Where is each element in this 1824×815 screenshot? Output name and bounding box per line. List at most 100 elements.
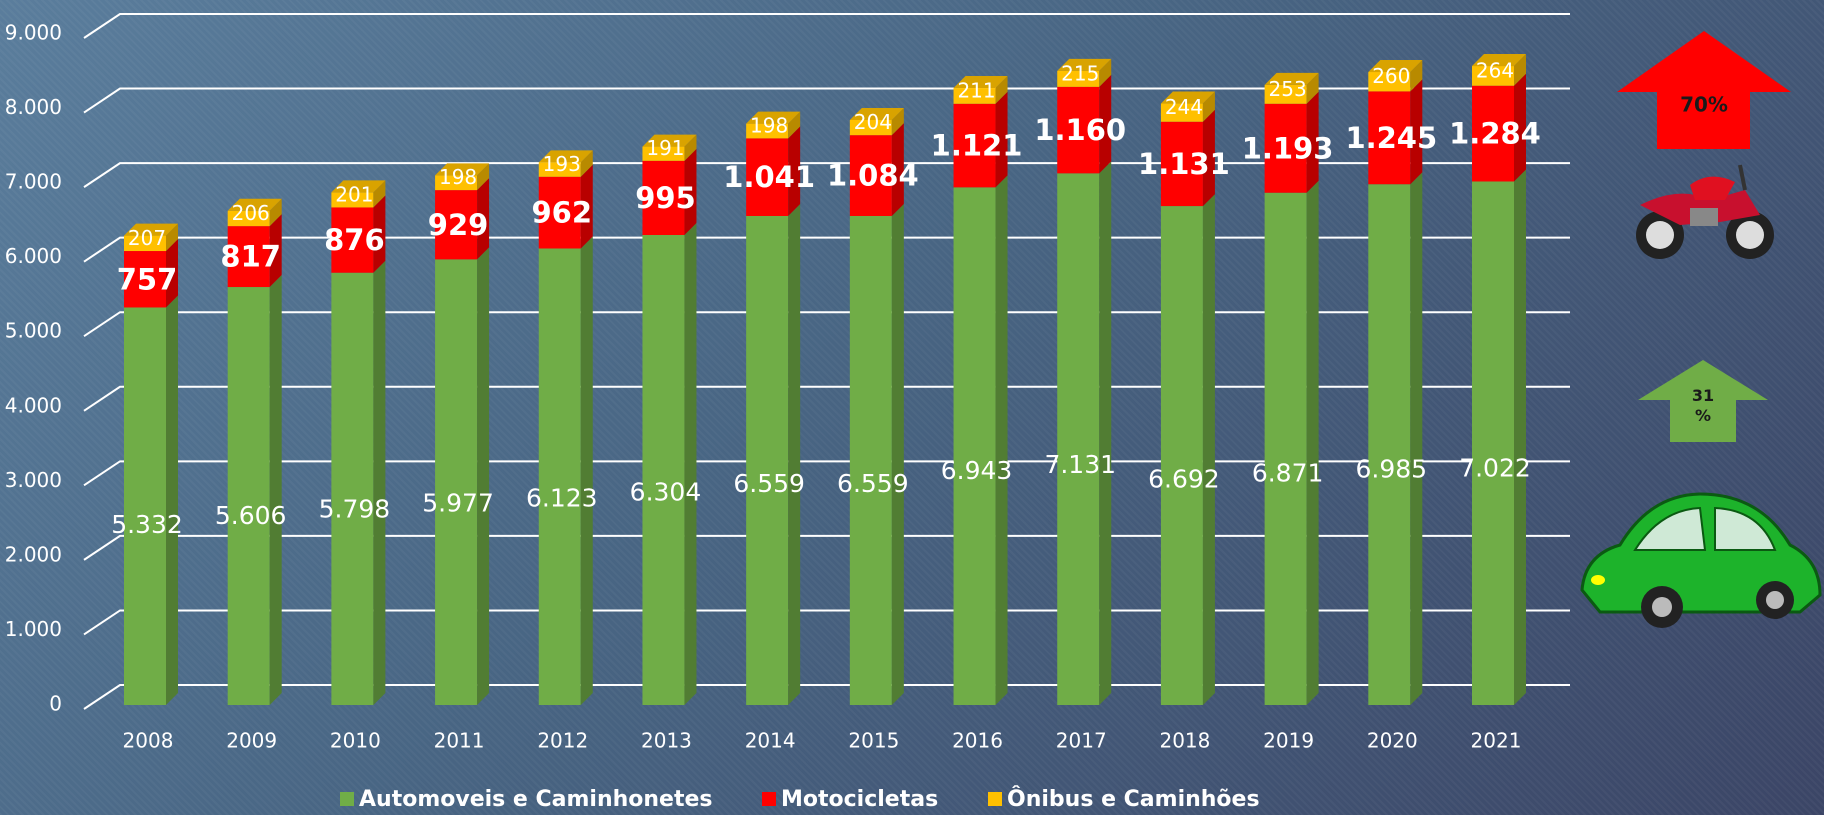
- bar-top: [1264, 72, 1319, 85]
- bar: [849, 135, 892, 216]
- bar: [538, 176, 581, 249]
- bar-top: [746, 111, 801, 124]
- bar-side: [477, 178, 490, 260]
- value-label: 1.160: [1034, 113, 1126, 147]
- bar: [1368, 184, 1411, 706]
- value-label: 204: [854, 110, 892, 134]
- value-label: 929: [428, 208, 489, 242]
- bar: [124, 235, 166, 252]
- value-label: 1.041: [723, 160, 815, 194]
- bar-side: [373, 195, 386, 273]
- bar-side: [166, 295, 178, 705]
- value-label: 1.121: [931, 129, 1023, 163]
- grid-line: [83, 609, 1570, 636]
- bar-side: [477, 247, 490, 705]
- bar-top: [642, 134, 697, 147]
- x-tick-label: 2016: [952, 729, 1003, 753]
- bar-side: [269, 214, 282, 288]
- bar-side: [1099, 161, 1112, 705]
- bar-side: [580, 150, 593, 177]
- bar-top: [953, 76, 1008, 89]
- bar-side: [684, 148, 697, 236]
- bar-side: [891, 123, 904, 216]
- bar-side: [373, 180, 386, 208]
- bar-side: [269, 198, 282, 227]
- bar-top: [331, 180, 386, 193]
- value-label: 5.977: [422, 488, 494, 517]
- value-label: 6.304: [630, 478, 702, 507]
- y-tick-label: 5.000: [5, 319, 62, 343]
- bar: [1368, 72, 1411, 92]
- up-arrow: [1638, 360, 1768, 442]
- bar: [1057, 173, 1100, 705]
- bar-top: [227, 198, 282, 211]
- bar-side: [580, 164, 593, 249]
- bar-side: [788, 126, 801, 216]
- bar: [538, 248, 581, 705]
- bar-side: [166, 239, 178, 308]
- bar: [642, 235, 685, 706]
- value-label: 253: [1269, 77, 1307, 101]
- bar: [1160, 121, 1203, 207]
- bar-side: [1099, 58, 1112, 87]
- bar-side: [684, 223, 697, 706]
- y-tick-label: 6.000: [5, 244, 62, 268]
- grid-line: [83, 236, 1570, 263]
- x-tick-label: 2015: [848, 729, 899, 753]
- x-tick-label: 2012: [537, 729, 588, 753]
- bar-side: [684, 134, 697, 161]
- up-arrow: [1617, 31, 1791, 149]
- value-label: 198: [439, 165, 477, 189]
- bar-side: [891, 107, 904, 136]
- y-tick-label: 7.000: [5, 170, 62, 194]
- value-label: 1.193: [1242, 131, 1334, 165]
- bar-side: [1202, 91, 1215, 122]
- bar: [1368, 91, 1411, 185]
- value-label: 207: [128, 226, 166, 250]
- value-label: 201: [335, 182, 373, 206]
- value-label: 6.985: [1356, 455, 1428, 484]
- bar-side: [1514, 169, 1526, 705]
- bar-side: [373, 260, 386, 705]
- value-label: 211: [957, 78, 995, 102]
- value-label: 260: [1372, 64, 1410, 88]
- value-label: 6.871: [1252, 458, 1324, 487]
- grid-line: [83, 311, 1570, 338]
- bar-side: [166, 223, 178, 252]
- value-label: 6.559: [837, 469, 909, 498]
- bar: [435, 259, 478, 705]
- bar: [746, 138, 789, 216]
- bar-side: [1306, 91, 1319, 193]
- bar: [331, 272, 374, 705]
- bar: [746, 123, 789, 139]
- bar: [1264, 103, 1307, 193]
- bar: [124, 307, 166, 705]
- value-label: 962: [531, 196, 592, 230]
- bar-side: [1306, 180, 1319, 706]
- bar-side: [995, 76, 1008, 104]
- y-tick-label: 4.000: [5, 393, 62, 417]
- value-label: 6.692: [1148, 464, 1220, 493]
- bar: [953, 103, 996, 188]
- legend-swatch: [340, 792, 354, 806]
- grid-line: [83, 87, 1570, 114]
- value-label: 7.022: [1459, 453, 1531, 482]
- value-label: 5.606: [215, 501, 287, 530]
- value-label: 757: [117, 262, 178, 296]
- grid-line: [83, 534, 1570, 561]
- bar-side: [891, 203, 904, 705]
- legend-label: Ônibus e Caminhões: [1007, 786, 1260, 812]
- value-label: 817: [220, 240, 281, 274]
- car-icon: [1580, 492, 1822, 628]
- annotation: 70%: [1680, 93, 1728, 117]
- value-label: 876: [324, 223, 385, 257]
- value-label: 995: [635, 181, 696, 215]
- legend-label: Automoveis e Caminhonetes: [359, 787, 713, 812]
- bar-side: [788, 203, 801, 705]
- bar: [642, 146, 685, 161]
- bar: [435, 190, 478, 260]
- y-tick-label: 0: [49, 692, 62, 716]
- bar-side: [1410, 60, 1423, 92]
- bar-side: [580, 236, 593, 705]
